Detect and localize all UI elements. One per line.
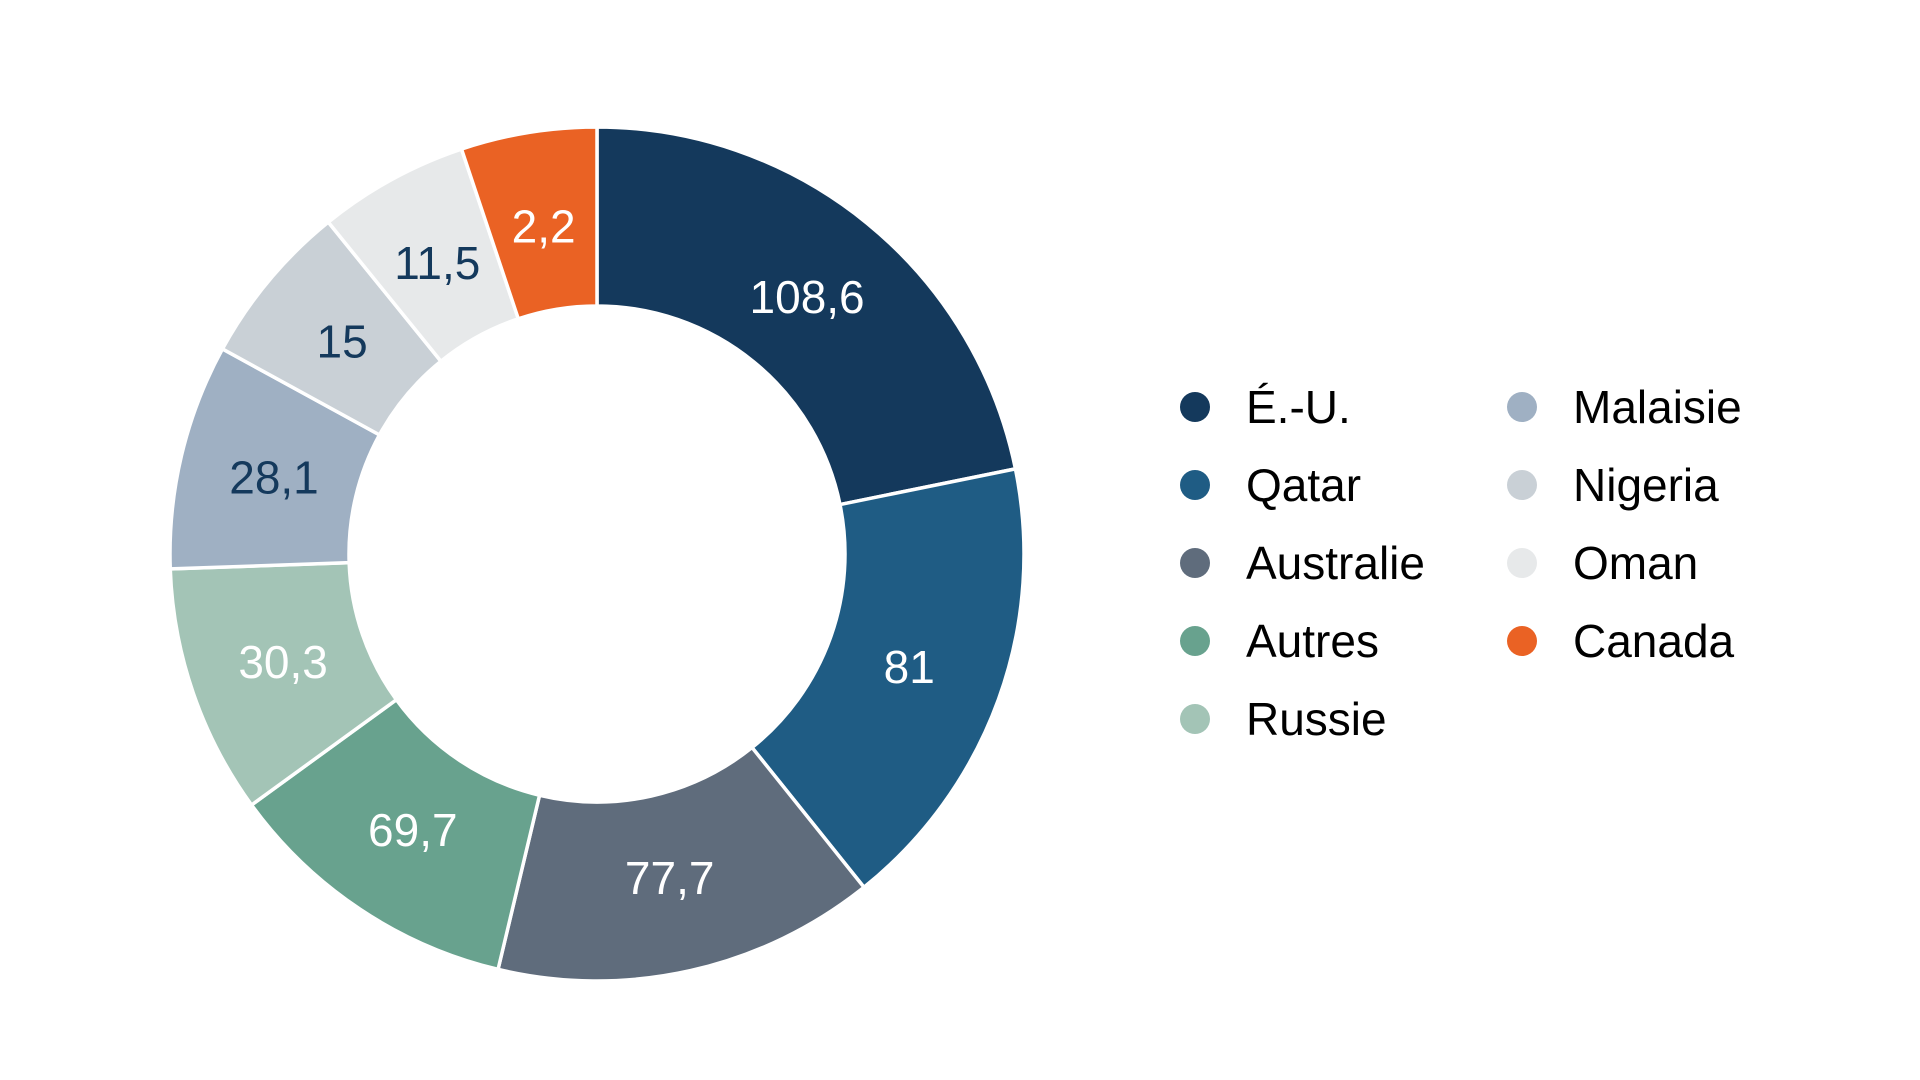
donut-slice-canada	[459, 125, 599, 322]
legend-dot-oman	[1507, 548, 1537, 578]
slice-value-label-eu: 108,6	[750, 271, 865, 323]
legend-label-russie: Russie	[1246, 693, 1387, 745]
legend-dot-malaisie	[1507, 392, 1537, 422]
slice-value-label-russie: 30,3	[238, 636, 328, 688]
legend-item-canada: Canada	[1507, 618, 1742, 664]
legend-item-malaisie: Malaisie	[1507, 384, 1742, 430]
legend-item-qatar: Qatar	[1180, 462, 1425, 508]
legend-item-nigeria: Nigeria	[1507, 462, 1742, 508]
legend-item-russie: Russie	[1180, 696, 1425, 742]
slice-value-label-canada: 2,2	[512, 200, 576, 252]
slice-value-label-australie: 77,7	[625, 852, 715, 904]
donut-slice-australie	[495, 745, 867, 983]
slice-value-label-oman: 11,5	[394, 237, 480, 289]
legend-item-autres: Autres	[1180, 618, 1425, 664]
slice-value-label-nigeria: 15	[317, 315, 368, 367]
legend-dot-eu	[1180, 392, 1210, 422]
slice-value-label-malaisie: 28,1	[229, 451, 319, 503]
legend-label-australie: Australie	[1246, 537, 1425, 589]
legend-column-2: Malaisie Nigeria Oman Canada	[1507, 384, 1742, 664]
legend-dot-qatar	[1180, 470, 1210, 500]
chart-legend: É.-U. Qatar Australie Autres Russie Malaisie…	[1180, 384, 1742, 742]
donut-labels-group: 108,6 81 77,7 69,7 30,3 28,1 15 11,5 2,2	[229, 200, 935, 904]
legend-label-autres: Autres	[1246, 615, 1379, 667]
legend-item-eu: É.-U.	[1180, 384, 1425, 430]
slice-value-label-autres: 69,7	[368, 804, 458, 856]
donut-slice-qatar	[749, 466, 1026, 890]
legend-label-oman: Oman	[1573, 537, 1699, 589]
legend-column-1: É.-U. Qatar Australie Autres Russie	[1180, 384, 1425, 742]
donut-slices-group	[168, 125, 1026, 983]
legend-item-oman: Oman	[1507, 540, 1742, 586]
legend-dot-autres	[1180, 626, 1210, 656]
slice-value-label-qatar: 81	[884, 641, 935, 693]
legend-dot-russie	[1180, 704, 1210, 734]
donut-slice-eu	[595, 125, 1018, 507]
legend-label-qatar: Qatar	[1246, 459, 1362, 511]
legend-item-australie: Australie	[1180, 540, 1425, 586]
legend-dot-australie	[1180, 548, 1210, 578]
legend-dot-nigeria	[1507, 470, 1537, 500]
legend-label-malaisie: Malaisie	[1573, 381, 1742, 433]
legend-label-canada: Canada	[1573, 615, 1735, 667]
legend-label-nigeria: Nigeria	[1573, 459, 1719, 511]
legend-label-eu: É.-U.	[1246, 381, 1351, 433]
legend-dot-canada	[1507, 626, 1537, 656]
